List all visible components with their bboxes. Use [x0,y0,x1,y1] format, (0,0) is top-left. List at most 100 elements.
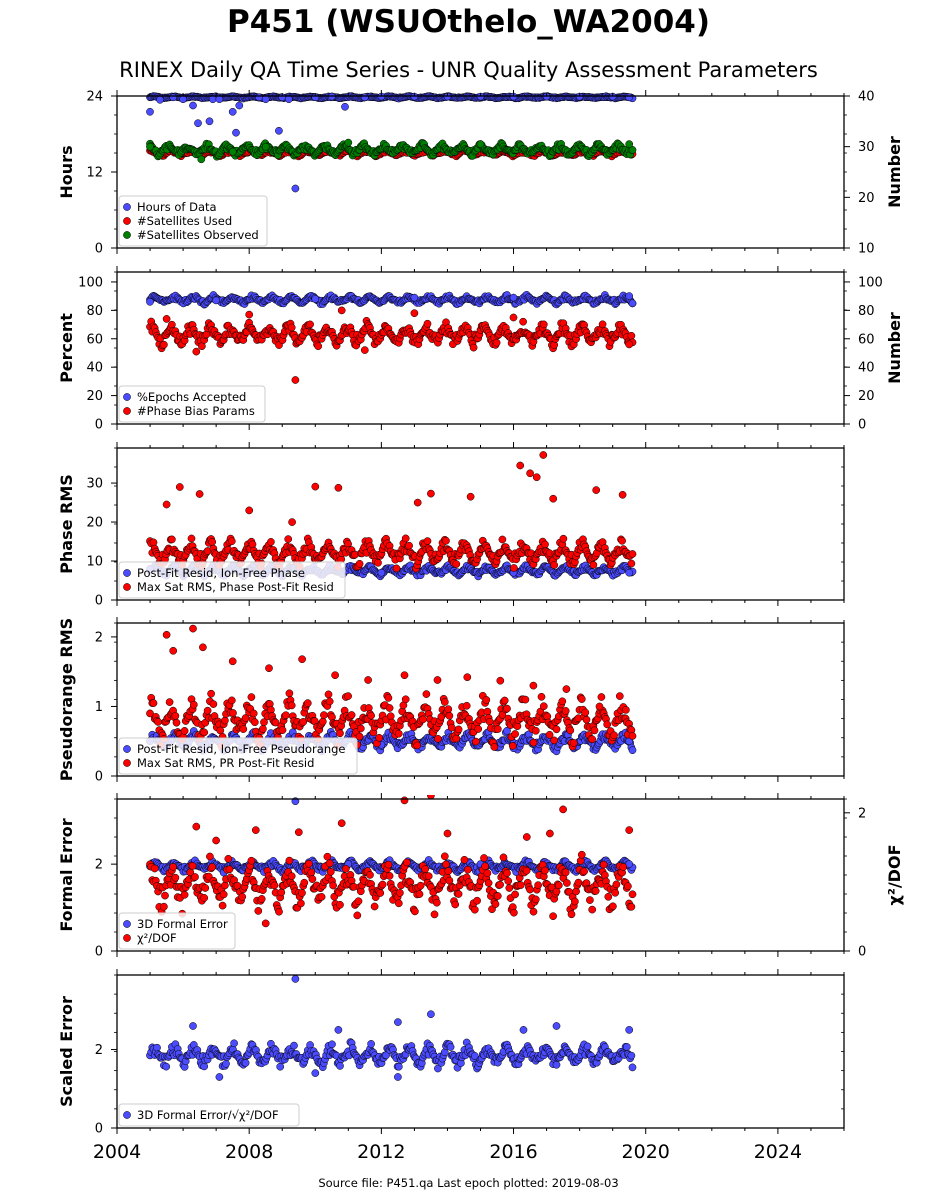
data-point [628,746,637,755]
data-point [225,865,234,874]
data-point [364,676,372,684]
y2-tick-label: 20 [858,191,875,206]
data-point [208,95,217,104]
data-point [162,500,171,509]
legend-entry: Post-Fit Resid, Ion-Free Phase [137,566,305,580]
data-point [434,734,442,743]
data-point [526,469,534,478]
y2-axis-label: Number [885,312,904,384]
data-point [413,741,422,750]
data-point [284,95,293,104]
data-point [219,890,228,899]
data-point [146,107,154,116]
data-point [466,492,475,501]
y-tick-label: 1 [95,700,103,715]
data-point [509,293,518,302]
data-point [326,867,335,876]
data-point [311,295,320,303]
legend-marker [123,569,131,577]
data-point [472,737,480,746]
data-point [595,702,604,711]
data-point [356,724,365,733]
data-point [419,715,427,724]
data-point [175,483,184,491]
legend-marker [123,217,131,225]
data-point [275,907,283,916]
y-tick-label: 10 [86,555,103,570]
y-tick-label: 30 [86,477,103,492]
data-point [228,657,237,666]
y-tick-label: 40 [86,361,103,376]
data-point [209,700,218,708]
data-point [305,859,313,868]
data-point [298,655,306,664]
data-point [481,862,489,871]
data-point [227,537,236,546]
data-point [422,690,431,698]
y2-tick-label: 40 [858,90,875,105]
data-point [160,340,168,349]
data-point [169,862,177,871]
data-point [552,725,561,734]
data-point [344,692,352,700]
data-point [291,376,300,384]
data-point [510,564,518,572]
data-point [154,718,162,726]
data-point [558,697,567,706]
data-point [228,147,237,156]
data-point [238,892,247,901]
data-point [374,558,382,567]
data-point [500,696,509,705]
data-point [245,310,254,319]
data-point [581,708,590,717]
data-point [300,878,309,887]
data-point [149,538,158,547]
data-point [232,128,240,137]
legend-box [118,561,346,599]
data-point [282,711,290,720]
data-point [271,718,280,727]
points-layer [146,795,637,928]
data-point [192,347,201,356]
data-point [401,534,410,543]
data-point [400,671,409,680]
data-point [162,315,171,323]
data-point [483,707,492,716]
data-point [180,727,189,735]
data-point [541,540,549,549]
points-layer [146,290,637,384]
data-point [440,698,449,706]
data-point [156,95,164,104]
legend-entry: Post-Fit Resid, Ion-Free Pseudorange [137,742,345,756]
data-point [385,872,394,880]
data-point [146,709,154,718]
data-point [191,873,199,881]
data-point [423,319,432,328]
data-point [249,709,258,718]
data-point [511,730,519,738]
data-point [212,296,220,305]
data-point [430,910,439,919]
data-point [169,93,178,102]
data-point [410,309,419,318]
data-point [483,869,492,878]
data-point [172,718,181,727]
data-point [504,877,513,885]
data-point [206,852,214,861]
data-point [432,898,441,907]
data-point [470,905,479,914]
y-tick-label: 80 [86,304,103,319]
data-point [287,872,296,880]
data-point [539,451,548,459]
data-point [442,860,450,869]
data-point [516,881,525,889]
data-point [401,695,410,704]
data-point [257,895,266,903]
data-point [625,292,634,300]
data-point [423,537,432,545]
points-layer [146,624,637,756]
data-point [278,726,287,734]
legend-entry: %Epochs Accepted [137,390,246,404]
